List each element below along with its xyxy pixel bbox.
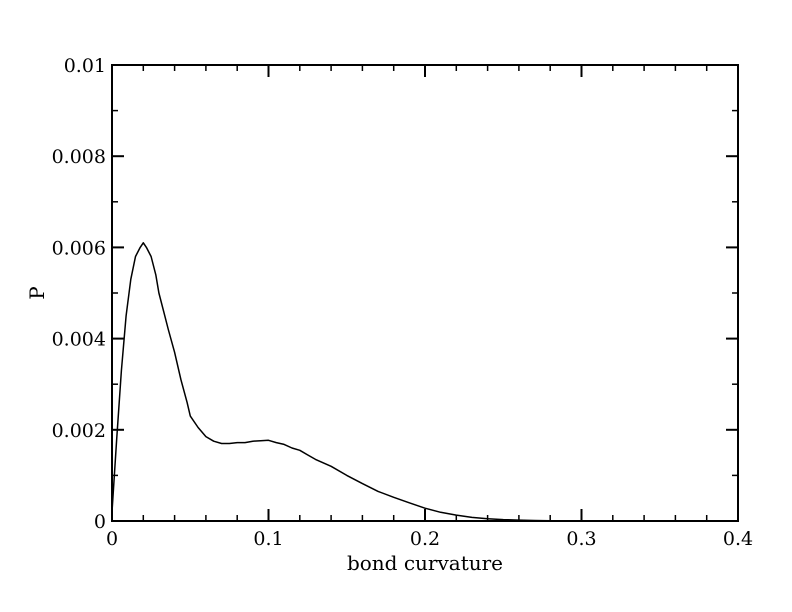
y-tick-label: 0.01 [64, 55, 106, 77]
y-tick-label: 0 [94, 511, 106, 533]
x-tick-label: 0 [106, 528, 118, 550]
series-line [111, 242, 582, 522]
tick-labels: 0 0.1 0.2 0.3 0.4 0 0.002 0.004 0.006 0.008 0.01 [52, 55, 754, 550]
x-tick-label: 0.2 [410, 528, 440, 550]
axis-ticks [111, 64, 739, 522]
y-tick-label: 0.004 [52, 329, 106, 351]
y-axis-title: P [25, 286, 49, 299]
x-tick-label: 0.3 [566, 528, 596, 550]
y-tick-label: 0.002 [52, 420, 106, 442]
x-tick-label: 0.4 [723, 528, 753, 550]
plot-frame [111, 64, 739, 522]
x-axis-title: bond curvature [347, 551, 503, 575]
y-tick-label: 0.006 [52, 237, 106, 259]
x-tick-label: 0.1 [253, 528, 283, 550]
y-tick-label: 0.008 [52, 146, 106, 168]
